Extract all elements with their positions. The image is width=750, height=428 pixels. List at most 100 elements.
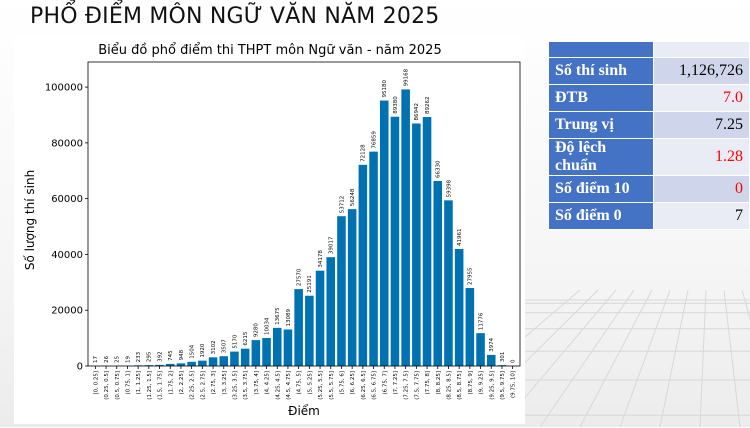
x-tick-label: (4, 4.25] bbox=[265, 371, 271, 395]
x-tick-label: (8.75, 9] bbox=[468, 371, 474, 395]
bar-data-label: 295 bbox=[147, 351, 153, 362]
bar-data-label: 26 bbox=[104, 355, 110, 362]
page-title: PHỔ ĐIỂM MÔN NGỮ VĂN NĂM 2025 bbox=[30, 4, 439, 29]
x-tick-label: (5.75, 6] bbox=[339, 371, 345, 395]
stat-value: 7.0 bbox=[654, 85, 750, 112]
x-tick-label: (1.25, 1.5] bbox=[147, 371, 153, 400]
decorative-grid-floor bbox=[520, 290, 750, 427]
x-tick-label: (7.5, 7.75] bbox=[414, 371, 420, 400]
x-tick-label: (1, 1.25] bbox=[136, 371, 142, 395]
bar-data-label: 1504 bbox=[189, 344, 195, 358]
bar bbox=[466, 288, 475, 366]
chart-title: Biểu đồ phổ điểm thi THPT môn Ngữ văn - … bbox=[98, 43, 441, 58]
x-tick-label: (3, 3.25] bbox=[222, 371, 228, 395]
bar-data-label: 41961 bbox=[457, 228, 463, 246]
bar-data-label: 9280 bbox=[254, 323, 260, 337]
bar bbox=[230, 352, 239, 366]
bar bbox=[198, 361, 207, 366]
x-tick-label: (8, 8.25] bbox=[436, 371, 442, 395]
bar-data-label: 948 bbox=[179, 349, 185, 360]
header-cell bbox=[549, 42, 654, 58]
x-tick-label: (9, 9.25] bbox=[479, 371, 485, 395]
bar-data-label: 89380 bbox=[393, 96, 399, 114]
bar bbox=[273, 328, 282, 366]
x-tick-label: (2.75, 3] bbox=[211, 371, 217, 395]
bar bbox=[241, 349, 250, 366]
y-axis-label: Số lượng thí sinh bbox=[23, 170, 37, 270]
bar-data-label: 6215 bbox=[243, 331, 249, 345]
bar bbox=[391, 117, 400, 366]
x-tick-label: (4.25, 4.5] bbox=[275, 371, 281, 400]
bar-data-label: 11776 bbox=[478, 312, 484, 330]
stat-value: 1,126,726 bbox=[654, 58, 750, 85]
bar-data-label: 13675 bbox=[275, 307, 281, 325]
x-tick-label: (9.5, 9.75] bbox=[500, 371, 506, 400]
bar-data-label: 53712 bbox=[339, 196, 345, 214]
x-tick-label: (0.75, 1] bbox=[125, 371, 131, 395]
bar-data-label: 3507 bbox=[222, 339, 228, 353]
header-cell bbox=[654, 42, 750, 58]
x-tick-label: (1.75, 2] bbox=[168, 371, 174, 395]
x-tick-label: (3.75, 4] bbox=[254, 371, 260, 395]
bar bbox=[294, 289, 303, 366]
histogram-chart: Biểu đồ phổ điểm thi THPT môn Ngữ văn - … bbox=[14, 35, 525, 424]
bar-data-label: 72128 bbox=[361, 144, 367, 162]
bar bbox=[433, 181, 442, 366]
x-tick-label: (3.5, 3.75] bbox=[243, 371, 249, 400]
x-tick-label: (2.5, 2.75] bbox=[200, 371, 206, 400]
bar-data-label: 27570 bbox=[296, 268, 302, 286]
stat-label: Số điểm 10 bbox=[549, 176, 654, 203]
bar bbox=[305, 296, 314, 366]
bar bbox=[455, 249, 464, 366]
bar-data-label: 233 bbox=[136, 351, 142, 362]
y-tick-label: 20000 bbox=[51, 306, 83, 317]
y-tick-label: 40000 bbox=[51, 250, 83, 261]
bar bbox=[187, 362, 196, 366]
x-tick-label: (9.25, 9.5] bbox=[489, 371, 495, 400]
bar-data-label: 25191 bbox=[307, 275, 313, 293]
stat-value: 1.28 bbox=[654, 139, 750, 176]
bar-data-label: 59398 bbox=[446, 179, 452, 197]
bar bbox=[359, 165, 368, 366]
bar-data-label: 745 bbox=[168, 350, 174, 361]
x-tick-label: [0, 0.25] bbox=[93, 371, 99, 395]
bar-data-label: 39017 bbox=[329, 236, 335, 254]
bar-data-label: 19 bbox=[125, 355, 131, 362]
x-tick-label: (1.5, 1.75] bbox=[158, 371, 164, 400]
bar-data-label: 1920 bbox=[200, 343, 206, 357]
bar bbox=[348, 209, 357, 366]
x-tick-label: (7.75, 8] bbox=[425, 371, 431, 395]
y-tick-label: 0 bbox=[77, 362, 83, 373]
bar-data-label: 392 bbox=[157, 351, 163, 362]
bar bbox=[284, 329, 293, 366]
stat-label: ĐTB bbox=[549, 85, 654, 112]
stat-label: Số thí sinh bbox=[549, 58, 654, 85]
bar-data-label: 56248 bbox=[350, 188, 356, 206]
bar bbox=[219, 356, 228, 366]
stat-label: Độ lệch chuẩn bbox=[549, 139, 654, 176]
y-tick-label: 100000 bbox=[45, 83, 83, 94]
bar-data-label: 66330 bbox=[436, 160, 442, 178]
y-tick-label: 80000 bbox=[51, 138, 83, 149]
bar bbox=[412, 124, 421, 366]
bar-data-label: 3102 bbox=[211, 340, 217, 354]
stat-label: Trung vị bbox=[549, 112, 654, 139]
x-tick-label: (6.25, 6.5] bbox=[361, 371, 367, 400]
y-tick-label: 60000 bbox=[51, 194, 83, 205]
bar bbox=[444, 200, 453, 366]
x-tick-label: (6, 6.25] bbox=[350, 371, 356, 395]
bar-data-label: 34178 bbox=[318, 250, 324, 268]
bar-data-label: 13089 bbox=[286, 308, 292, 326]
x-tick-label: (6.75, 7] bbox=[382, 371, 388, 395]
bar-data-label: 25 bbox=[115, 355, 121, 362]
bar bbox=[252, 340, 261, 366]
x-tick-label: (6.5, 6.75] bbox=[372, 371, 378, 400]
bar bbox=[369, 152, 378, 366]
x-tick-label: (0.25, 0.5] bbox=[104, 371, 110, 400]
bar-data-label: 17 bbox=[93, 355, 99, 362]
